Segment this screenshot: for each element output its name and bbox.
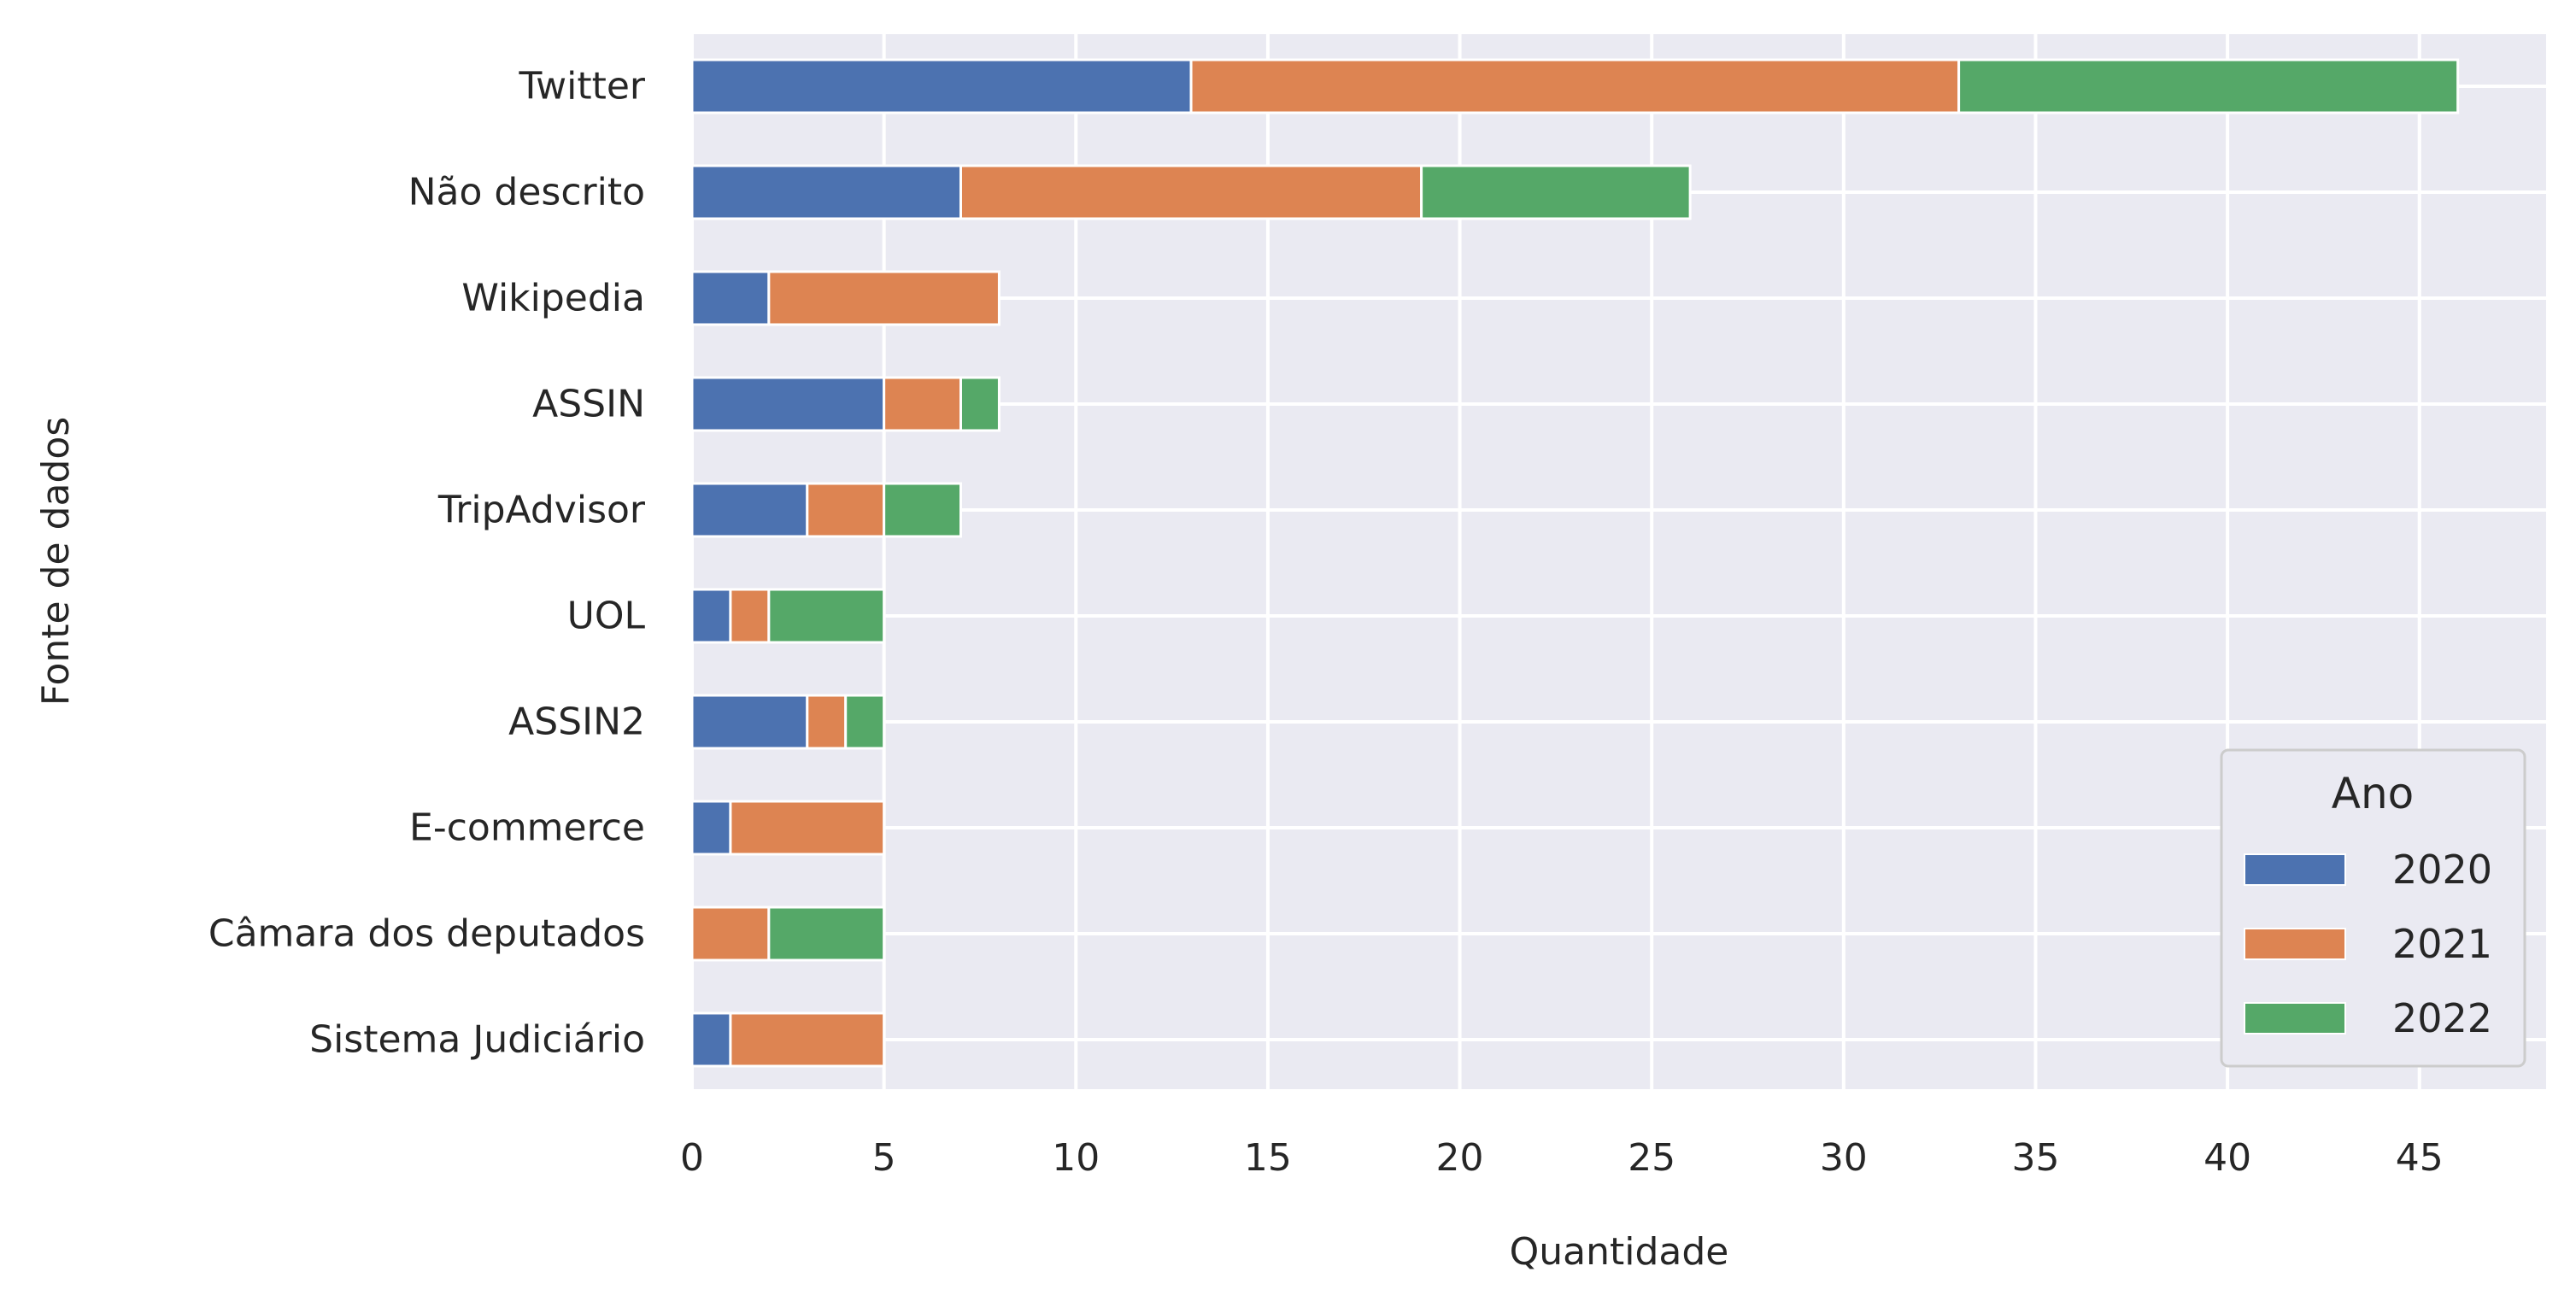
bar-segment: [767, 906, 886, 962]
y-tick-label: Twitter: [519, 65, 646, 108]
legend-swatch: [2244, 928, 2346, 960]
bar-segment: [690, 376, 886, 432]
legend-frame: [2220, 748, 2526, 1068]
bar-segment: [1957, 58, 2460, 114]
x-tick-label: 15: [1244, 1136, 1292, 1180]
bar-segment: [729, 588, 771, 644]
y-tick-label: UOL: [567, 595, 646, 638]
bar-segment: [844, 694, 886, 750]
bar-segment: [690, 588, 732, 644]
x-tick-label: 10: [1052, 1136, 1100, 1180]
x-tick-label: 45: [2396, 1136, 2444, 1180]
x-tick-label: 25: [1628, 1136, 1675, 1180]
x-tick-label: 30: [1820, 1136, 1868, 1180]
bar-segment: [690, 800, 732, 856]
x-tick-label: 20: [1436, 1136, 1484, 1180]
y-tick-labels: Twitter Não descrito Wikipedia ASSIN TripAdv…: [208, 65, 646, 1062]
y-tick-label: Câmara dos deputados: [208, 912, 645, 956]
bar-segment: [806, 482, 886, 538]
bar-segment: [1420, 164, 1692, 220]
y-tick-label: ASSIN2: [508, 700, 645, 744]
legend-label: 2021: [2392, 921, 2492, 967]
bar-segment: [690, 482, 809, 538]
y-tick-label: ASSIN: [532, 383, 645, 426]
bar-segment: [690, 1011, 732, 1068]
x-tick-label: 35: [2011, 1136, 2059, 1180]
bar-segment: [883, 482, 962, 538]
bar-segment: [690, 694, 809, 750]
bar-segment: [806, 694, 848, 750]
legend-swatch: [2244, 853, 2346, 886]
y-tick-label: E-commerce: [409, 806, 645, 850]
bar-segment: [690, 906, 771, 962]
bar-segment: [883, 376, 962, 432]
bar-segment: [690, 58, 1193, 114]
y-tick-label: Sistema Judiciário: [309, 1018, 645, 1062]
bar-segment: [729, 800, 886, 856]
x-tick-label: 40: [2203, 1136, 2251, 1180]
y-axis-label: Fonte de dados: [34, 417, 78, 706]
bar-segment: [959, 376, 1000, 432]
bar-segment: [1189, 58, 1961, 114]
legend-swatch: [2244, 1002, 2346, 1034]
y-tick-label: Não descrito: [408, 171, 645, 214]
legend-title: Ano: [2332, 769, 2414, 818]
bar-segment: [729, 1011, 886, 1068]
bar-segment: [959, 164, 1423, 220]
bar-segment: [767, 270, 1000, 326]
legend-label: 2020: [2392, 847, 2492, 893]
legend-label: 2022: [2392, 995, 2492, 1041]
y-tick-label: TripAdvisor: [437, 489, 646, 532]
x-tick-labels: 0 5 10 15 20 25 30 35 40 45: [680, 1136, 2444, 1180]
x-axis-label: Quantidade: [1510, 1230, 1729, 1274]
y-tick-label: Wikipedia: [461, 277, 645, 320]
bar-segment: [767, 588, 886, 644]
x-tick-label: 5: [872, 1136, 896, 1180]
bars: [690, 58, 2460, 1068]
x-tick-label: 0: [680, 1136, 704, 1180]
legend: Ano 2020 2021 2022: [2220, 748, 2526, 1068]
bar-segment: [690, 270, 771, 326]
legend-items: 2020 2021 2022: [2244, 847, 2492, 1041]
bar-segment: [690, 164, 962, 220]
